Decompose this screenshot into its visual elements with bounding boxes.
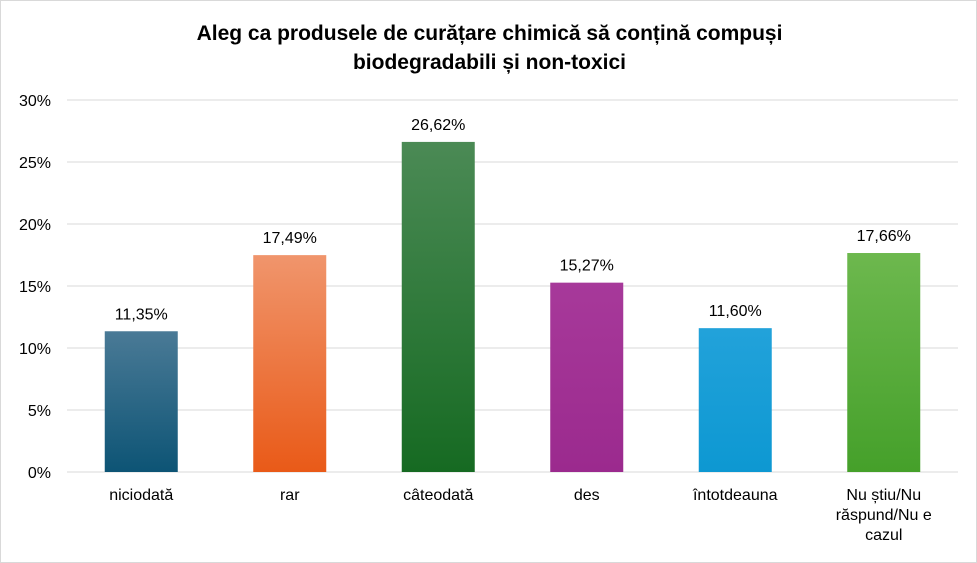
bars [104, 141, 921, 473]
data-labels: 11,35% 17,49% 26,62% 15,27% 11,60% 17,66% [115, 117, 911, 323]
y-tick-label: 10% [19, 341, 51, 358]
category-label: răspund/Nu e [836, 507, 932, 524]
gridlines [67, 99, 958, 473]
category-label: rar [280, 487, 300, 504]
data-label: 17,66% [857, 228, 911, 245]
chart-title: Aleg ca produsele de curățare chimică să… [101, 19, 878, 77]
category-label: câteodată [403, 487, 473, 504]
bar [401, 141, 475, 473]
y-tick-label: 25% [19, 155, 51, 172]
chart-title-line-2: biodegradabili și non-toxici [352, 51, 627, 74]
category-label: cazul [865, 527, 902, 544]
category-label: întotdeauna [692, 487, 778, 504]
category-label: des [574, 487, 600, 504]
bar [253, 255, 327, 472]
category-label: Nu știu/Nu [846, 487, 921, 504]
y-tick-label: 20% [19, 217, 51, 234]
data-label: 15,27% [560, 258, 614, 275]
bar [104, 331, 178, 472]
data-label: 26,62% [411, 117, 465, 134]
y-tick-label: 0% [28, 465, 51, 482]
category-label: niciodată [109, 487, 173, 504]
y-axis-ticks: 0% 5% 10% 15% 20% 25% 30% [19, 93, 51, 482]
chart-title-line-1: Aleg ca produsele de curățare chimică să… [196, 22, 783, 45]
y-tick-label: 30% [19, 93, 51, 110]
y-tick-label: 15% [19, 279, 51, 296]
y-tick-label: 5% [28, 403, 51, 420]
data-label: 17,49% [263, 230, 317, 247]
x-axis-categories: niciodată rar câteodată des întotdeauna Nu șt… [109, 487, 932, 544]
data-label: 11,60% [709, 303, 762, 320]
bar [847, 253, 921, 472]
bar [550, 282, 624, 472]
bar [698, 328, 772, 472]
data-label: 11,35% [115, 306, 168, 323]
